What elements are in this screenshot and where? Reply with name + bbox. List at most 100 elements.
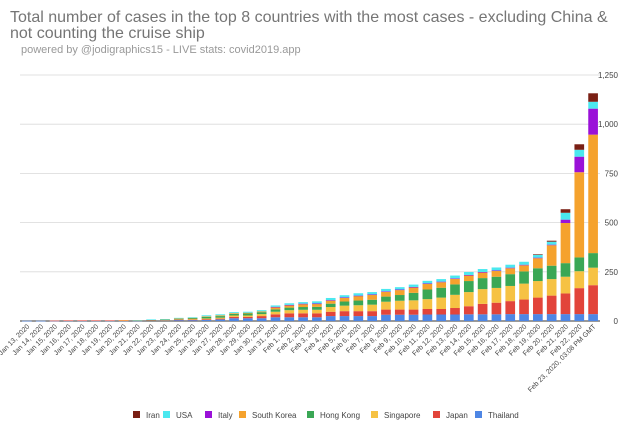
bar-segment [104, 320, 115, 322]
legend-swatch [133, 411, 140, 418]
bar-segment [477, 271, 488, 273]
bar-segment [491, 271, 502, 277]
bar-segment [574, 257, 585, 272]
bar-segment [229, 313, 239, 314]
bar-segment [477, 272, 488, 279]
bar-segment [519, 299, 529, 315]
bar-segment [546, 240, 557, 242]
bar-segment [381, 291, 391, 292]
bar-segment [477, 278, 488, 290]
bar-segment [533, 254, 543, 255]
bar-segment [325, 311, 336, 317]
bar-segment [477, 269, 488, 272]
bar-segment [381, 301, 391, 310]
bar-segment [519, 314, 529, 321]
legend-label: Thailand [488, 411, 519, 420]
bar-segment [560, 222, 571, 264]
bar-segment [298, 302, 308, 304]
bar-segment [477, 303, 488, 315]
bar-segment [560, 314, 571, 321]
y-tick-label: 250 [605, 268, 619, 277]
bar-segment [325, 297, 336, 301]
bar-segment [201, 320, 212, 321]
bar-segment [519, 264, 529, 266]
bar-segment [298, 309, 308, 314]
bar-segment [243, 316, 253, 319]
bar-segment [353, 293, 364, 296]
bar-segment [463, 275, 474, 282]
bar-segment [436, 297, 447, 309]
bar-segment [22, 320, 32, 322]
bar-segment [546, 244, 557, 246]
bar-segment [215, 314, 226, 316]
bar-segment [284, 304, 295, 306]
bar-segment [546, 314, 557, 321]
bar-segment [381, 288, 391, 292]
bar-segment [298, 303, 308, 305]
bar-segment [270, 311, 281, 315]
bars [22, 93, 598, 322]
bar-segment [533, 297, 543, 315]
bar-segment [436, 308, 447, 315]
bar-segment [505, 264, 516, 268]
bar-segment [229, 316, 239, 319]
bar-segment [215, 315, 226, 317]
legend-swatch [371, 411, 378, 418]
legend-label: Italy [218, 411, 233, 420]
bar-segment [394, 290, 405, 296]
chart-title: Total number of cases in the top 8 count… [10, 9, 608, 42]
bar-segment [463, 306, 474, 315]
bar-segment [367, 295, 377, 300]
legend-swatch [307, 411, 314, 418]
bar-segment [560, 219, 571, 223]
bar-segment [546, 245, 557, 266]
bar-segment [408, 287, 419, 293]
bar-segment [270, 314, 281, 318]
bar-segment [560, 212, 571, 220]
bar-segment [187, 319, 198, 321]
bar-segment [491, 267, 502, 271]
bar-segment [394, 287, 405, 290]
bar-segment [187, 317, 198, 318]
bar-segment [367, 292, 377, 295]
bar-segment [312, 313, 322, 318]
bar-segment [187, 317, 198, 319]
bar-segment [353, 296, 364, 301]
bar-segment [450, 314, 460, 321]
bar-segment [588, 93, 598, 102]
bar-segment [422, 299, 433, 309]
bar-segment [270, 307, 281, 310]
bar-segment [325, 300, 336, 304]
bar-segment [49, 320, 60, 322]
bar-segment [270, 317, 281, 321]
bar-segment [173, 318, 184, 319]
bar-segment [173, 320, 184, 321]
bar-segment [588, 267, 598, 286]
bar-segment [256, 312, 267, 315]
bar-segment [367, 294, 377, 296]
bar-segment [450, 308, 460, 315]
bar-segment [312, 317, 322, 321]
bar-segment [394, 309, 405, 315]
bar-segment [463, 314, 474, 321]
bar-segment [160, 319, 170, 321]
bar-segment [408, 284, 419, 287]
bar-segment [546, 265, 557, 280]
bar-segment [146, 320, 157, 321]
bar-segment [35, 320, 46, 322]
bar-segment [533, 281, 543, 298]
bar-segment [325, 303, 336, 308]
bar-segment [533, 258, 543, 269]
bar-segment [367, 311, 377, 317]
bar-segment [353, 316, 364, 321]
legend: Iran USA Italy South Korea Hong Kong Singapor… [133, 411, 519, 420]
bar-segment [339, 316, 350, 321]
bar-segment [505, 314, 516, 321]
bar-segment [339, 297, 350, 298]
bar-segment [574, 149, 585, 157]
bar-segment [312, 309, 322, 314]
bar-segment [215, 316, 226, 318]
bar-segment [325, 300, 336, 301]
bar-segment [422, 289, 433, 300]
bar-segment [394, 314, 405, 321]
